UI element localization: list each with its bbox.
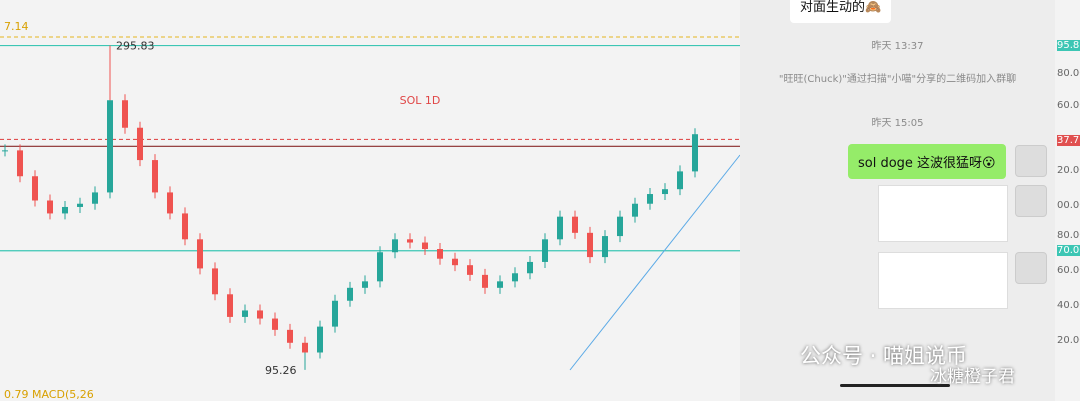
avatar[interactable]	[1015, 145, 1047, 177]
candle	[107, 100, 113, 193]
candle	[212, 268, 218, 295]
watermark: 公众号 · 喵姐说币	[800, 344, 968, 368]
candle	[662, 189, 668, 195]
candle	[692, 134, 698, 172]
candle	[617, 216, 623, 237]
candle	[482, 274, 488, 288]
candle	[122, 100, 128, 128]
message: 对面生动的🙈	[790, 0, 892, 23]
candle	[407, 239, 413, 243]
high-label: 295.83	[116, 40, 155, 53]
axis-label: 70.00	[1057, 245, 1080, 256]
candle	[347, 287, 353, 301]
axis-label: 80.00	[1057, 230, 1080, 241]
candle	[167, 192, 173, 214]
candle	[152, 160, 158, 193]
candle	[647, 194, 653, 204]
avatar[interactable]	[1015, 185, 1047, 217]
candle	[77, 203, 83, 207]
axis-label: 80.00	[1057, 68, 1080, 79]
home-indicator	[840, 384, 950, 387]
indicator-label: 0.79 MACD(5,26	[4, 388, 94, 401]
message[interactable]: sol doge 这波很猛呀😮	[848, 144, 1006, 179]
candle	[227, 294, 233, 317]
axis-label: 95.83	[1057, 40, 1080, 51]
axis-label: 20.00	[1057, 335, 1080, 346]
candle	[302, 342, 308, 353]
candle	[287, 329, 293, 343]
watermark: 冰糖橙子君	[930, 367, 1015, 387]
candle	[317, 326, 323, 353]
candle	[257, 310, 263, 319]
price-chart: SOL 1D 7.14 0.79 MACD(5,26 295.83 95.26	[0, 20, 740, 401]
candle	[602, 236, 608, 258]
candle	[62, 206, 68, 214]
candle	[677, 171, 683, 190]
candle	[137, 127, 143, 161]
candle	[47, 200, 53, 214]
low-label: 95.26	[265, 364, 297, 377]
axis-label: 60.00	[1057, 265, 1080, 276]
candle	[512, 273, 518, 282]
candle	[572, 216, 578, 233]
candle	[542, 239, 548, 262]
candle	[17, 150, 23, 177]
axis-label: 40.00	[1057, 300, 1080, 311]
level-label: 7.14	[4, 20, 29, 33]
chat-panel: 对面生动的🙈 昨天 13:37 "旺旺(Chuck)"通过扫描"小喵"分享的二维…	[740, 0, 1055, 401]
axis-label: 20.00	[1057, 165, 1080, 176]
candle	[377, 252, 383, 282]
axis-label: 60.00	[1057, 100, 1080, 111]
trend-line	[569, 154, 740, 371]
avatar[interactable]	[1015, 252, 1047, 284]
candle	[392, 239, 398, 253]
system-message: "旺旺(Chuck)"通过扫描"小喵"分享的二维码加入群聊	[778, 74, 1017, 85]
candle	[272, 318, 278, 330]
candle	[182, 213, 188, 240]
axis-label: 00.00	[1057, 200, 1080, 211]
image-message[interactable]	[878, 252, 1008, 309]
candle	[242, 310, 248, 317]
candle	[197, 239, 203, 269]
candle	[467, 265, 473, 275]
price-axis: 95.83 80.00 60.00 37.77 20.00 00.00 80.00 70.00…	[1055, 0, 1080, 401]
candle	[437, 249, 443, 259]
candle	[587, 232, 593, 258]
candle	[632, 203, 638, 217]
candle	[497, 281, 503, 288]
candle	[557, 216, 563, 240]
candle	[92, 192, 98, 204]
axis-label: 37.77	[1057, 135, 1080, 146]
candle	[527, 261, 533, 274]
candle	[362, 281, 368, 288]
candle	[422, 242, 428, 250]
timestamp: 昨天 13:37	[871, 41, 924, 52]
candle	[452, 258, 458, 266]
candle	[32, 176, 38, 201]
image-message[interactable]	[878, 185, 1008, 242]
timestamp: 昨天 15:05	[871, 118, 924, 129]
candle	[2, 150, 8, 152]
chart-title: SOL 1D	[400, 94, 441, 107]
candle	[332, 300, 338, 327]
